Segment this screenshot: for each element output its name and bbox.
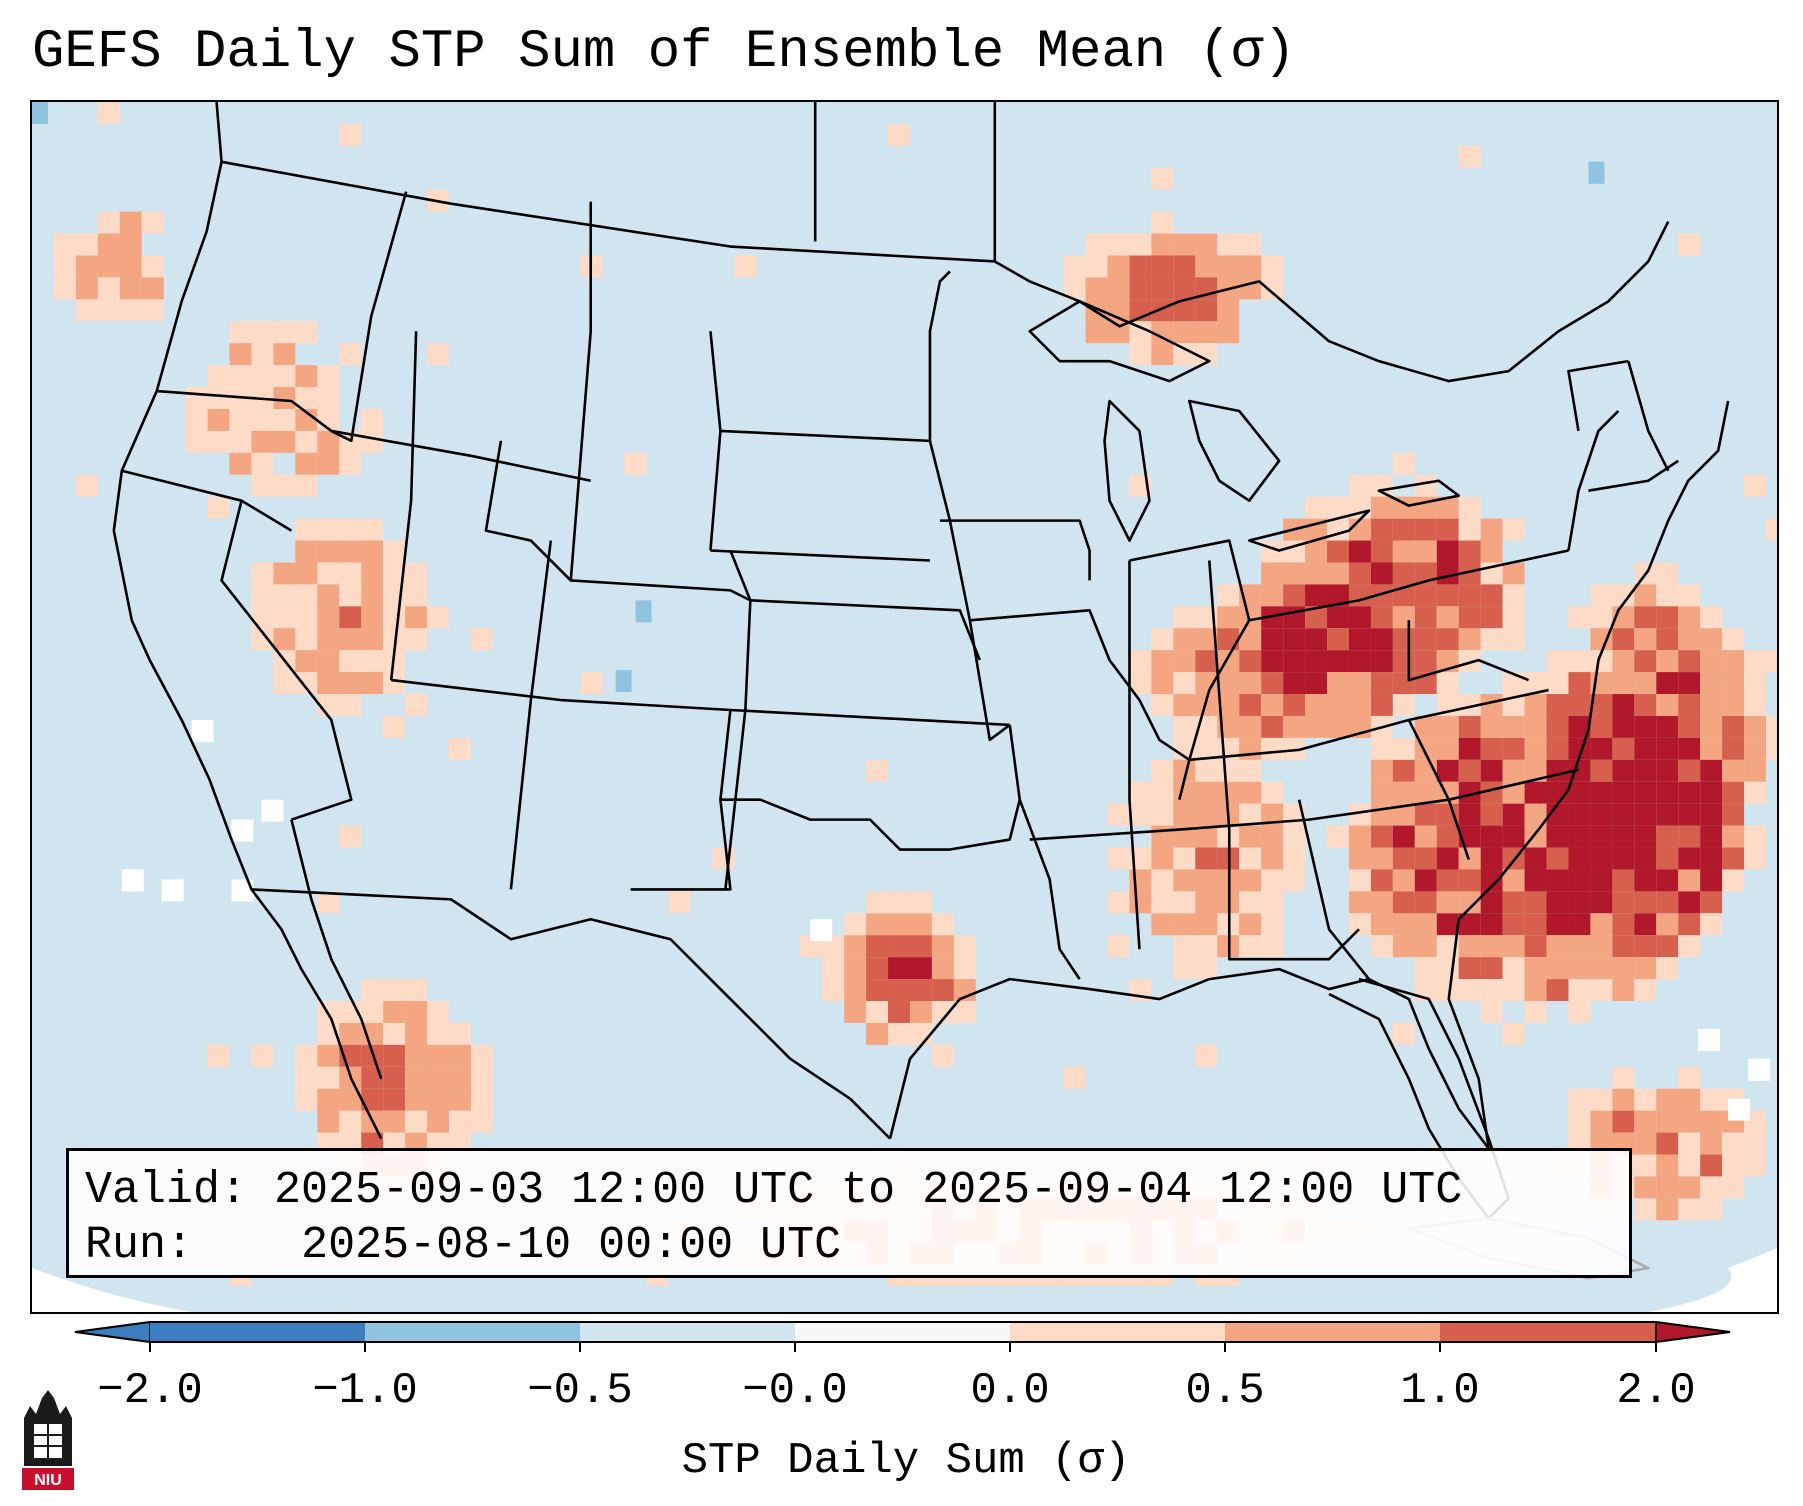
valid-run-info-box: Valid: 2025-09-03 12:00 UTC to 2025-09-0… [66,1148,1632,1278]
state-line [220,500,353,821]
colorbar-tick-label: −1.0 [312,1366,418,1416]
colorbar-ticks: −2.0 −1.0 −0.5 −0.0 0.0 0.5 1.0 2.0 [97,1342,1696,1416]
state-line [630,799,732,891]
state-line [1248,549,1569,622]
projection-edge-left [32,1268,192,1312]
niu-logo: NIU [22,1390,74,1490]
colorbar: −2.0 −1.0 −0.5 −0.0 0.0 0.5 1.0 2.0 STP Daily S… [74,1321,1731,1486]
state-line [484,440,751,602]
state-line [509,540,553,890]
colorbar-label: STP Daily Sum (σ) [682,1436,1131,1486]
state-line [1567,410,1620,551]
state-line [928,270,951,441]
atlantic-coastline [1447,400,1730,1149]
stp-map [32,102,1777,1312]
state-line [1189,688,1549,762]
state-line [330,191,408,443]
colorbar-segment [150,1322,365,1342]
lake-superior [1028,300,1211,383]
state-line [939,519,1091,581]
colorbar-segment [365,1322,580,1342]
state-line [1627,360,1670,472]
state-line [1029,768,1579,841]
colorbar-segment [1225,1322,1440,1342]
map-panel [30,100,1779,1314]
state-line [1588,459,1679,492]
colorbar-segments [74,1321,1731,1343]
colorbar-segment [1440,1322,1656,1342]
state-line [1128,560,1141,950]
colorbar-tick-label: 1.0 [1400,1366,1479,1416]
state-line [1567,359,1629,432]
colorbar-tick-label: 0.0 [970,1366,1049,1416]
state-line [1407,620,1530,682]
colorbar-tick-label: −0.0 [742,1366,848,1416]
state-line [391,678,1010,727]
gulf-coastline [888,967,1490,1150]
state-line [1208,560,1360,961]
lake-ontario [1377,479,1461,507]
state-line [720,429,1011,742]
run-time: 2025-08-10 00:00 UTC [301,1220,842,1271]
valid-time-range: 2025-09-03 12:00 UTC to 2025-09-04 12:00… [274,1165,1463,1216]
colorbar-segment [580,1322,795,1342]
lake-michigan [1103,399,1151,542]
state-line [750,599,982,661]
mexico-border [251,888,891,1140]
run-label: Run: [85,1220,194,1271]
state-line [710,549,931,562]
state-line [389,331,418,681]
state-line [569,201,593,581]
state-line [719,709,1022,851]
state-line [1407,719,1470,860]
colorbar-tick-label: 0.5 [1185,1366,1264,1416]
colorbar-segment [1010,1322,1225,1342]
lake-huron [1188,399,1281,502]
valid-label: Valid: [85,1165,248,1216]
projection-edge-right [1648,1248,1777,1312]
colorbar-tick-label: −2.0 [97,1366,203,1416]
colorbar-tick-label: −0.5 [527,1366,633,1416]
baja-outline [290,819,383,1080]
page-title: GEFS Daily STP Sum of Ensemble Mean (σ) [32,22,1296,83]
logo-text: NIU [34,1472,62,1489]
pacific-coastline [112,102,383,1140]
colorbar-extend-high [1655,1321,1731,1343]
colorbar-extend-low [74,1321,151,1343]
canada-border [221,160,1670,383]
lake-erie [1247,509,1371,552]
state-boundaries [112,102,1730,1280]
state-line [1297,799,1370,980]
colorbar-segment [795,1322,1010,1342]
colorbar-tick-label: 2.0 [1616,1366,1695,1416]
